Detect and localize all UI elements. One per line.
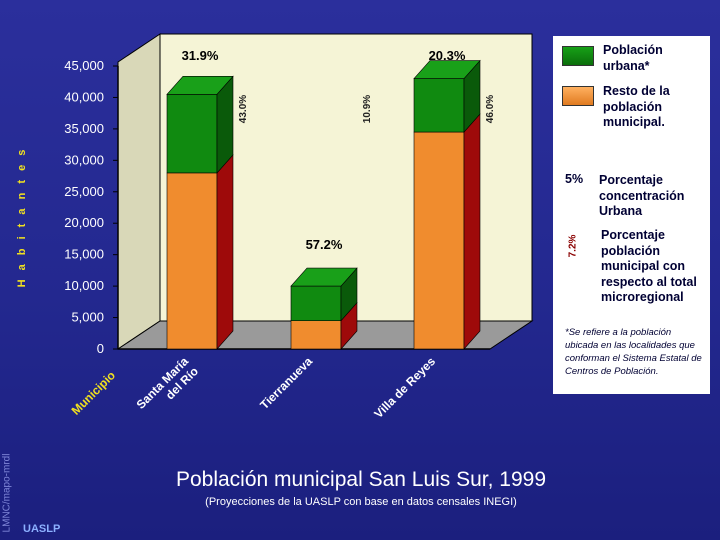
y-tick-label: 20,000: [64, 215, 104, 230]
y-tick-label: 35,000: [64, 121, 104, 136]
category-label: Santa Maríadel Río: [134, 354, 202, 422]
y-tick-label: 15,000: [64, 247, 104, 262]
legend-example-concentration: 5%: [565, 172, 584, 186]
y-tick-label: 5,000: [71, 310, 104, 325]
legend-swatch-urban: [562, 46, 594, 66]
y-tick-label: 25,000: [64, 184, 104, 199]
urban-concentration-label: 20.3%: [429, 48, 466, 63]
bar-urban-front: [166, 94, 218, 174]
y-tick-label: 0: [97, 341, 104, 356]
y-tick-label: 30,000: [64, 152, 104, 167]
regional-share-label: 46.0%: [485, 95, 496, 123]
legend-footnote: *Se refiere a la población ubicada en la…: [565, 327, 702, 377]
bar-rest-side: [463, 113, 481, 350]
bar-urban-front: [413, 78, 465, 133]
y-tick-label: 45,000: [64, 58, 104, 73]
y-tick-label: 10,000: [64, 278, 104, 293]
category-label-line: Tierranueva: [257, 354, 315, 412]
regional-share-label: 43.0%: [238, 95, 249, 123]
chart-title: Población municipal San Luis Sur, 1999: [175, 468, 547, 491]
bar-rest-front: [166, 172, 218, 350]
bar-rest-front: [413, 131, 465, 350]
legend-label-urban: Población urbana*: [603, 43, 663, 73]
category-label-line: Villa de Reyes: [371, 354, 438, 421]
organization-label: UASLP: [23, 523, 61, 535]
chart-side-wall: [117, 33, 161, 350]
chart-subtitle: (Proyecciones de la UASLP con base en da…: [205, 496, 517, 508]
legend-swatch-rest: [562, 86, 594, 106]
bar-top-face: [413, 60, 481, 79]
legend: Población urbana* Resto de la población …: [553, 36, 710, 394]
legend-label-share: Porcentaje población municipal con respe…: [601, 228, 697, 304]
bar-urban-front: [290, 285, 342, 322]
bar-rest-side: [216, 154, 234, 350]
legend-label-rest: Resto de la población municipal.: [603, 84, 670, 129]
category-label: Tierranueva: [257, 354, 315, 412]
x-axis-title: Municipio: [69, 368, 118, 417]
urban-concentration-label: 31.9%: [182, 48, 219, 63]
legend-label-concentration: Porcentaje concentración Urbana: [599, 173, 685, 218]
bar-top-face: [166, 76, 234, 95]
category-label: Villa de Reyes: [371, 354, 438, 421]
regional-share-label: 10.9%: [362, 95, 373, 123]
bar-rest-front: [290, 320, 342, 350]
y-tick-label: 40,000: [64, 89, 104, 104]
urban-concentration-label: 57.2%: [306, 237, 343, 252]
bar-top-face: [290, 267, 358, 287]
